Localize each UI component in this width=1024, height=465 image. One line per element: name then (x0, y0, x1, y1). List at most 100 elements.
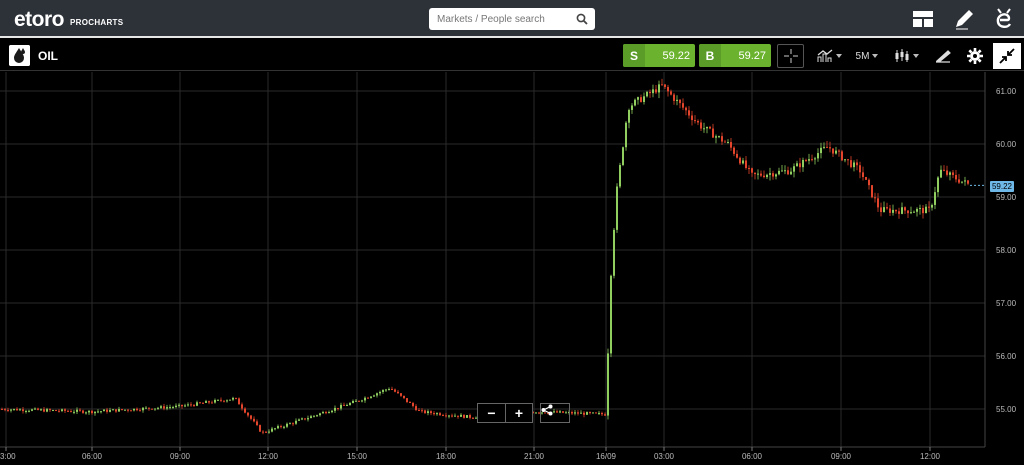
candle-body (145, 407, 147, 409)
candle-body (649, 91, 651, 94)
candle-body (553, 411, 555, 413)
candle-body (286, 423, 288, 427)
candle-body (421, 410, 423, 412)
candle-body (82, 410, 84, 413)
candle-body (247, 412, 249, 416)
indicators-icon (817, 49, 832, 62)
candle-body (22, 409, 24, 412)
candle-body (799, 163, 801, 168)
candle-body (757, 173, 759, 175)
candle-body (241, 404, 243, 409)
candle-body (652, 89, 654, 94)
candle-body (916, 208, 918, 212)
candle-body (118, 408, 120, 412)
interval-selector[interactable]: 5M (852, 44, 882, 68)
candle-body (391, 388, 393, 390)
candle-body (601, 412, 603, 415)
candle-body (46, 409, 48, 412)
candle-body (628, 109, 630, 123)
x-tick-label: 12:00 (920, 452, 941, 461)
candle-body (193, 404, 195, 406)
candle-body (334, 407, 336, 411)
candle-body (97, 411, 99, 413)
candle-body (925, 206, 927, 214)
candle-body (466, 415, 468, 418)
candle-body (943, 169, 945, 171)
candle-body (154, 408, 156, 410)
candle-body (355, 400, 357, 402)
candle-body (547, 413, 549, 415)
candle-body (946, 170, 948, 175)
instrument-bar: OIL S 59.22 B 59.27 5M (0, 40, 1024, 71)
search-input[interactable] (437, 8, 573, 30)
candle-body (106, 409, 108, 412)
price-chart[interactable]: 61.00 60.00 59.00 58.00 57.00 56.00 55.00 3:00 0… (0, 72, 1024, 465)
search-box[interactable] (429, 8, 595, 30)
candle-body (382, 390, 384, 392)
candle-body (184, 405, 186, 407)
candle-body (736, 153, 738, 158)
sell-button[interactable]: S 59.22 (623, 44, 695, 67)
candle-body (109, 410, 111, 412)
candle-body (76, 409, 78, 412)
etoro-logo[interactable]: etoro PROCHARTS (14, 8, 123, 30)
candle-body (4, 409, 6, 411)
y-tick-label: 57.00 (996, 299, 1017, 308)
candle-body (370, 396, 372, 398)
y-tick-label: 59.00 (996, 193, 1017, 202)
candle-body (709, 126, 711, 129)
candle-body (157, 407, 159, 409)
candle-body (127, 409, 129, 411)
candle-body (802, 159, 804, 168)
candle-body (196, 402, 198, 406)
candle-body (475, 417, 477, 419)
candle-body (181, 404, 183, 407)
candle-body (676, 99, 678, 101)
pencil-icon[interactable] (952, 7, 976, 31)
candle-body (715, 136, 717, 138)
share-button[interactable] (540, 403, 570, 423)
candle-body (625, 122, 627, 148)
etoro-e-icon[interactable] (992, 7, 1016, 31)
candle-body (727, 142, 729, 144)
buy-button[interactable]: B 59.27 (699, 44, 771, 67)
candle-body (886, 207, 888, 209)
candle-body (829, 147, 831, 149)
candle-body (664, 84, 666, 87)
crosshair-button[interactable] (777, 44, 804, 68)
candle-body (328, 412, 330, 414)
candle-body (139, 410, 141, 412)
candle-body (70, 411, 72, 413)
candle-body (595, 412, 597, 414)
candle-body (685, 107, 687, 111)
settings-button[interactable] (962, 44, 988, 68)
candle-body (571, 412, 573, 414)
chart-canvas[interactable]: 61.00 60.00 59.00 58.00 57.00 56.00 55.00 3:00 0… (0, 72, 1024, 465)
layout-icon[interactable] (911, 7, 935, 31)
candle-body (712, 128, 714, 138)
candle-body (793, 166, 795, 172)
candle-body (448, 415, 450, 417)
candle-body (55, 410, 57, 412)
chart-type-button[interactable] (891, 44, 921, 68)
zoom-out-button[interactable]: − (487, 405, 496, 421)
candle-body (433, 413, 435, 415)
candle-body (394, 389, 396, 392)
drawing-tools-button[interactable] (930, 44, 956, 68)
candle-body (892, 209, 894, 213)
candlestick-icon (895, 49, 908, 62)
indicators-button[interactable] (814, 44, 844, 68)
candle-body (733, 147, 735, 154)
candle-body (724, 141, 726, 143)
candle-body (445, 415, 447, 417)
candle-body (922, 207, 924, 214)
candle-body (10, 409, 12, 411)
fullscreen-toggle-button[interactable] (993, 43, 1021, 69)
share-icon (541, 404, 553, 416)
zoom-in-button[interactable]: + (505, 404, 532, 422)
candle-body (166, 407, 168, 409)
candle-body (130, 410, 132, 412)
search-icon[interactable] (576, 13, 588, 25)
candle-body (760, 173, 762, 176)
x-tick-label: 16/09 (596, 452, 617, 461)
